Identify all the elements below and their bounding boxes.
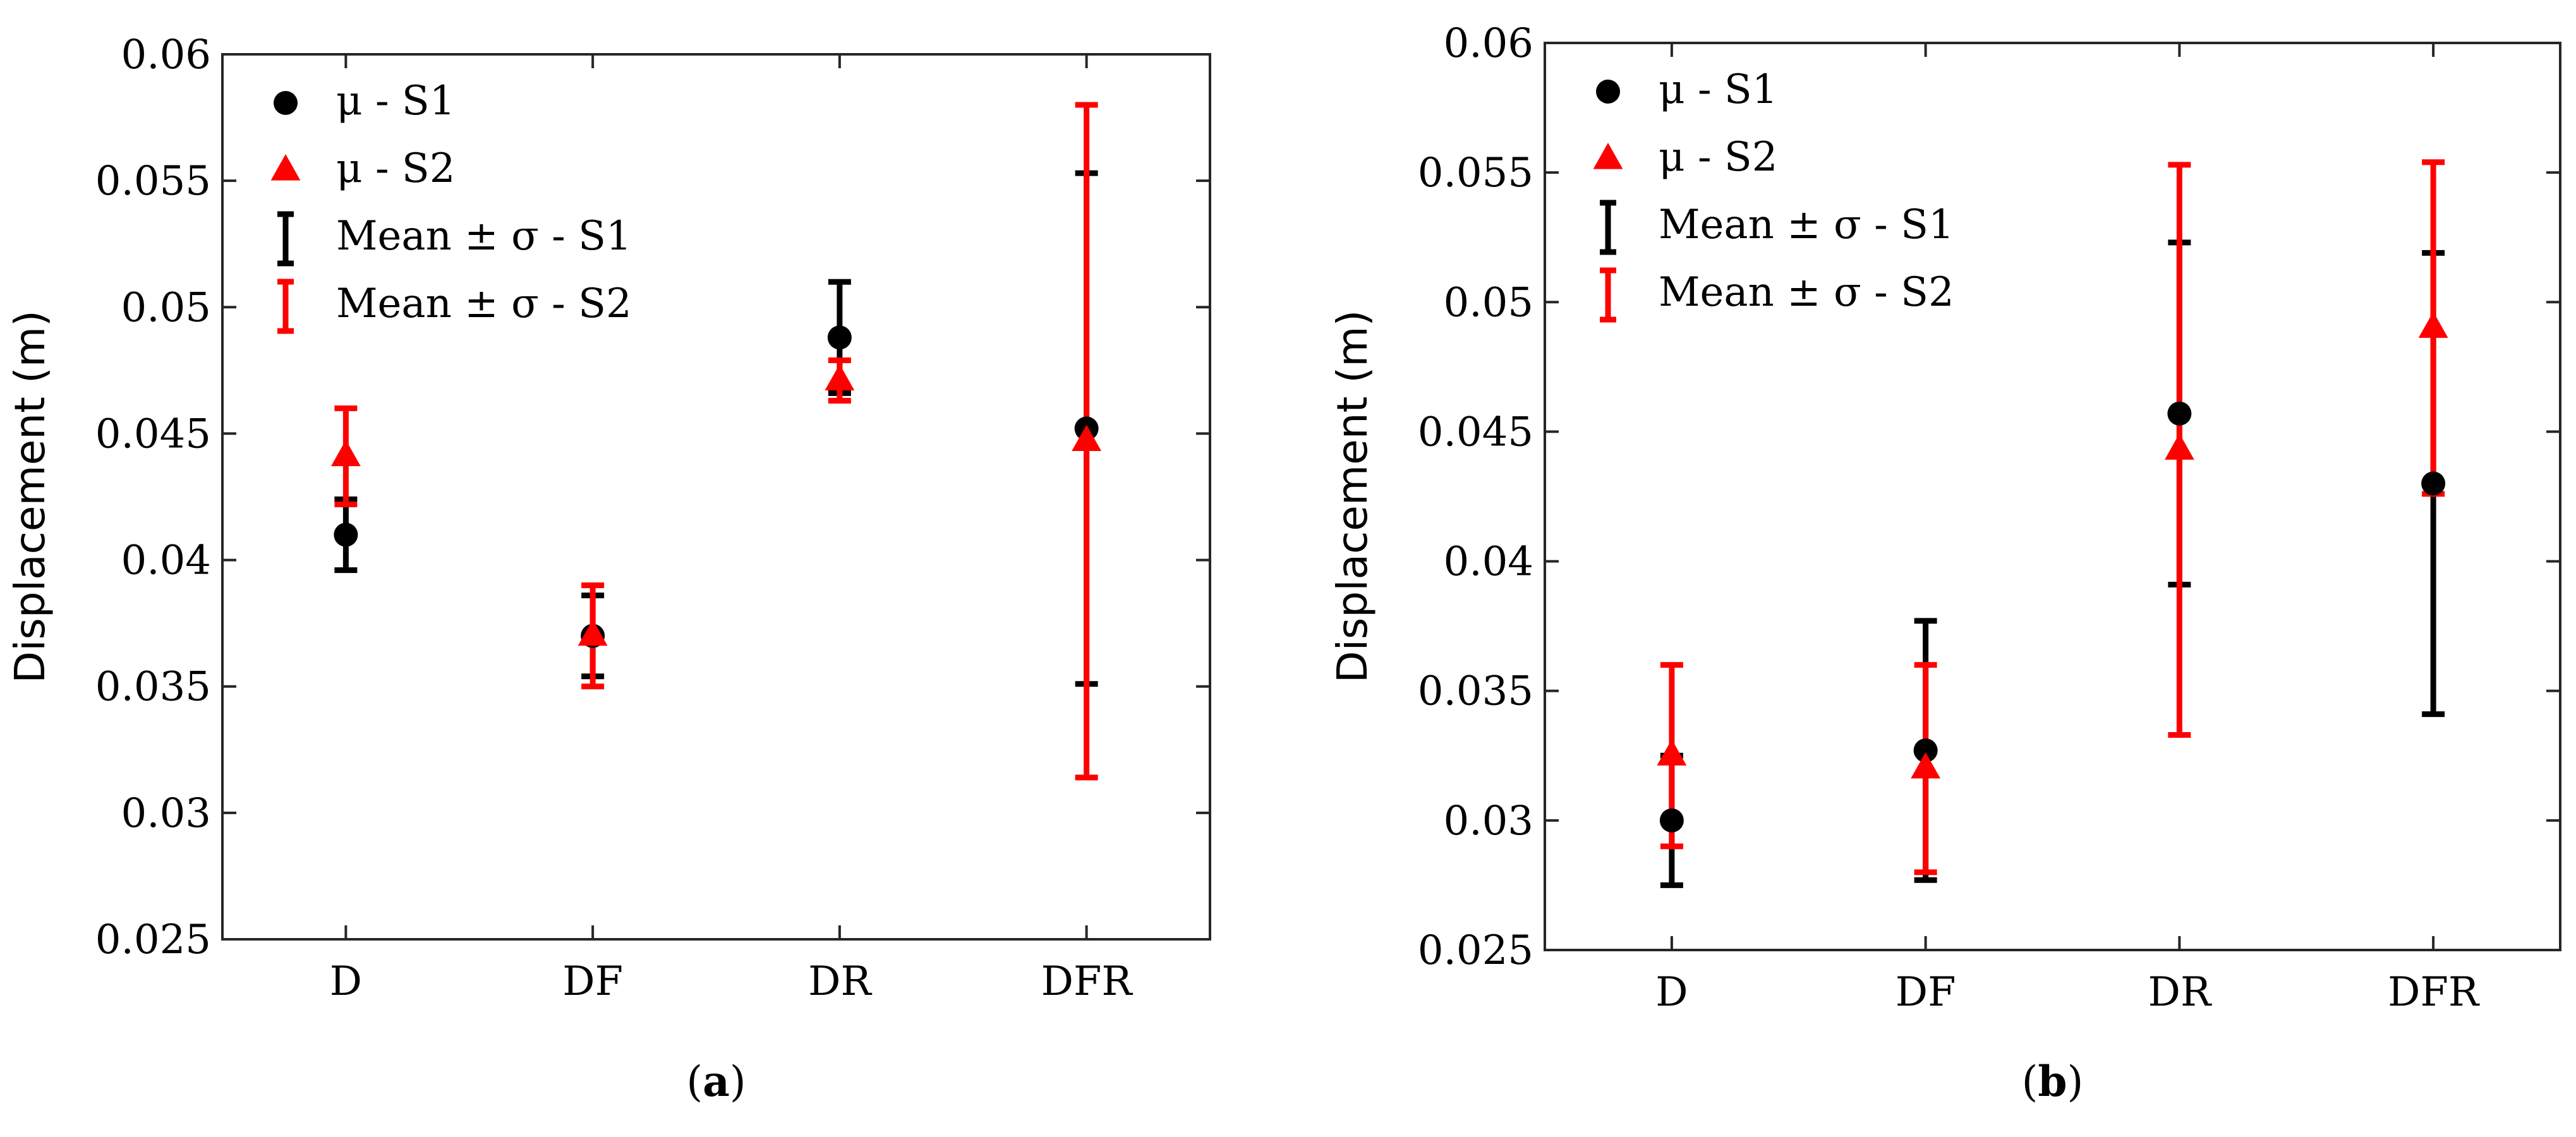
data-point-s2 xyxy=(577,619,608,646)
data-point-s1 xyxy=(1913,738,1938,763)
legend: μ - S1 μ - S2 Mean ± σ - S1 Mean ± σ - S2 xyxy=(270,78,632,334)
x-tick-label: DF xyxy=(562,958,623,1005)
y-tick-label: 0.025 xyxy=(1418,927,1533,974)
legend-marker-circle xyxy=(1596,80,1620,104)
y-axis-title: Displacement (m) xyxy=(6,310,54,683)
legend-label: μ - S1 xyxy=(336,78,455,124)
plot-area-frame xyxy=(1544,42,2561,951)
legend: μ - S1 μ - S2 Mean ± σ - S1 Mean ± σ - S2 xyxy=(1593,66,1954,323)
chart-panel-b: 0.025 0.03 0.035 0.04 0.045 0.05 0.055 0.06 D DF D… xyxy=(1328,20,2561,1106)
y-tick-label: 0.045 xyxy=(95,411,211,457)
data-point-s2 xyxy=(1911,752,1941,779)
x-tick-label: DF xyxy=(1896,969,1956,1016)
x-tick-label: D xyxy=(1655,969,1688,1016)
y-tick-label: 0.055 xyxy=(95,158,211,205)
panel-label: (a) xyxy=(686,1057,746,1106)
panel-label: (b) xyxy=(2022,1057,2084,1106)
legend-label: μ - S2 xyxy=(336,145,455,192)
legend-label: Mean ± σ - S1 xyxy=(1659,202,1954,248)
data-point-s2 xyxy=(1657,739,1687,766)
y-tick-label: 0.05 xyxy=(1444,279,1534,326)
y-axis-title: Displacement (m) xyxy=(1328,310,1377,683)
legend-label: Mean ± σ - S2 xyxy=(336,280,632,327)
data-point-s1 xyxy=(2421,471,2446,496)
data-point-s2 xyxy=(2418,311,2448,338)
legend-marker-triangle xyxy=(1593,143,1623,169)
x-tick-label: DFR xyxy=(2388,969,2480,1016)
x-tick-label: DFR xyxy=(1041,958,1134,1005)
y-tick-label: 0.03 xyxy=(1444,798,1534,845)
y-tick-label: 0.04 xyxy=(121,538,212,584)
legend-label: μ - S2 xyxy=(1659,134,1777,181)
y-tick-label: 0.04 xyxy=(1444,539,1534,586)
y-tick-label: 0.035 xyxy=(1418,668,1533,715)
y-tick-label: 0.03 xyxy=(121,790,212,837)
y-tick-label: 0.045 xyxy=(1418,409,1533,455)
y-tick-label: 0.06 xyxy=(121,32,212,78)
y-tick-label: 0.025 xyxy=(95,917,211,963)
y-tick-label: 0.05 xyxy=(121,284,212,331)
y-tick-label: 0.035 xyxy=(95,664,211,711)
y-tick-label: 0.06 xyxy=(1444,20,1534,67)
x-tick-label: D xyxy=(330,958,362,1005)
legend-marker-circle xyxy=(274,91,298,115)
data-point-s2 xyxy=(2164,433,2194,460)
legend-label: Mean ± σ - S1 xyxy=(336,213,632,260)
data-point-s1 xyxy=(827,325,852,350)
plot-area-frame xyxy=(221,53,1211,941)
legend-marker-triangle xyxy=(270,154,301,181)
x-tick-label: DR xyxy=(808,958,872,1005)
chart-panel-a: 0.025 0.03 0.035 0.04 0.045 0.05 0.055 0.06 D DF D… xyxy=(6,32,1211,1106)
data-point-s1 xyxy=(2167,401,2192,426)
data-point-s1 xyxy=(334,522,358,547)
data-point-s2 xyxy=(1072,424,1102,452)
data-point-s2 xyxy=(330,440,361,467)
legend-label: μ - S1 xyxy=(1659,66,1777,113)
data-point-s2 xyxy=(825,364,855,390)
y-tick-label: 0.055 xyxy=(1418,150,1533,196)
data-point-s1 xyxy=(1659,808,1684,833)
x-tick-label: DR xyxy=(2148,969,2212,1016)
legend-label: Mean ± σ - S2 xyxy=(1659,269,1954,316)
